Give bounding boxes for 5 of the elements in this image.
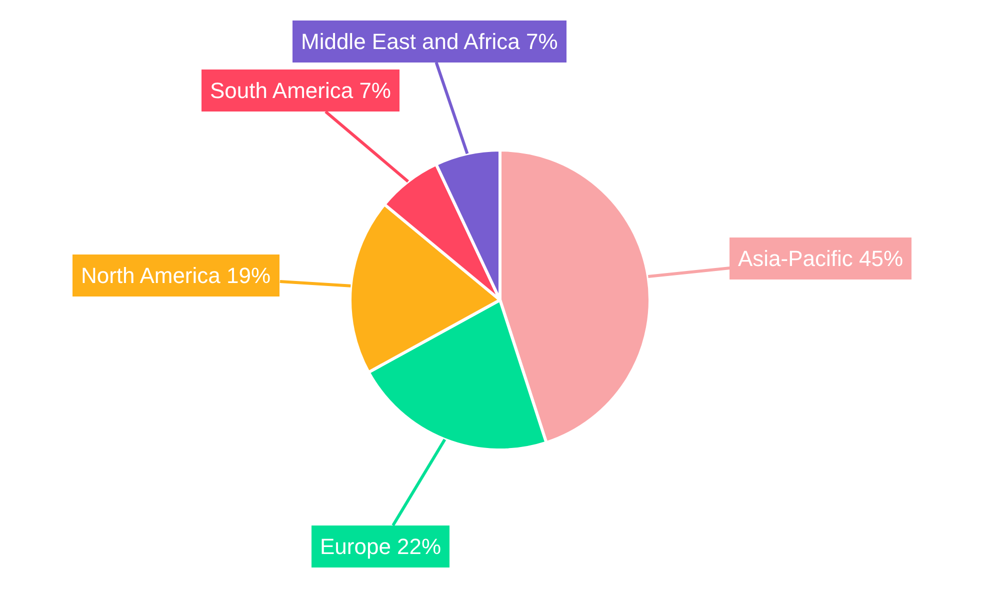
- slice-label: Middle East and Africa 7%: [301, 29, 558, 54]
- slice-label: Asia-Pacific 45%: [738, 246, 904, 271]
- slice-label: North America 19%: [81, 263, 271, 288]
- slice-label: South America 7%: [210, 78, 391, 103]
- slice-label: Europe 22%: [320, 534, 442, 559]
